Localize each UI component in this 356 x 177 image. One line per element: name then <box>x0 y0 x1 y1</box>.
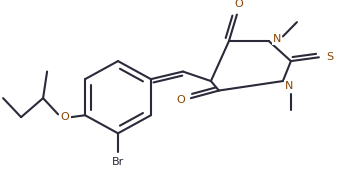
Text: S: S <box>326 52 334 62</box>
Text: O: O <box>61 112 69 122</box>
Text: N: N <box>273 34 281 44</box>
Text: N: N <box>285 81 293 91</box>
Text: Br: Br <box>112 157 124 167</box>
Text: O: O <box>235 0 243 9</box>
Text: O: O <box>177 95 185 105</box>
